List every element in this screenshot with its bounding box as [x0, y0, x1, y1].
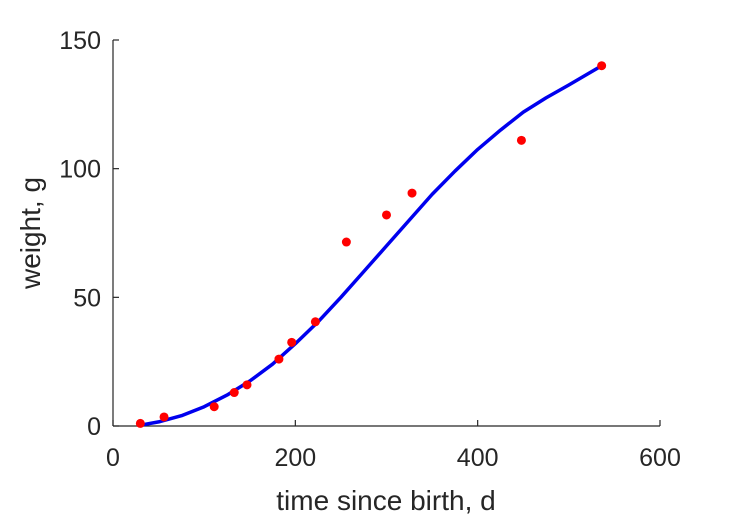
x-tick-label: 200 — [274, 444, 316, 472]
data-point — [341, 237, 351, 247]
axes — [112, 40, 660, 427]
data-point — [242, 380, 252, 390]
fit-curve-group — [138, 63, 604, 427]
data-point — [209, 402, 219, 412]
ticks: 0 200 400 600 0 50 100 150 — [59, 27, 681, 472]
data-points-group — [135, 61, 607, 428]
data-point — [135, 418, 145, 428]
x-axis-label: time since birth, d — [276, 485, 495, 516]
y-tick-label: 150 — [59, 27, 101, 55]
data-point — [382, 210, 391, 220]
data-point — [229, 388, 239, 398]
data-point — [310, 317, 320, 327]
x-tick-label: 600 — [639, 444, 681, 472]
x-tick-label: 400 — [457, 444, 499, 472]
y-tick-label: 0 — [87, 413, 101, 441]
y-axis-label: weight, g — [15, 177, 46, 290]
data-point — [274, 354, 284, 364]
data-point — [287, 337, 297, 347]
data-point — [597, 61, 607, 71]
data-point — [159, 412, 169, 422]
data-point — [516, 135, 526, 145]
fit-curve — [138, 63, 604, 427]
y-tick-label: 100 — [59, 156, 101, 184]
y-tick-label: 50 — [73, 284, 101, 312]
data-point — [407, 188, 417, 198]
x-tick-label: 0 — [106, 444, 120, 472]
